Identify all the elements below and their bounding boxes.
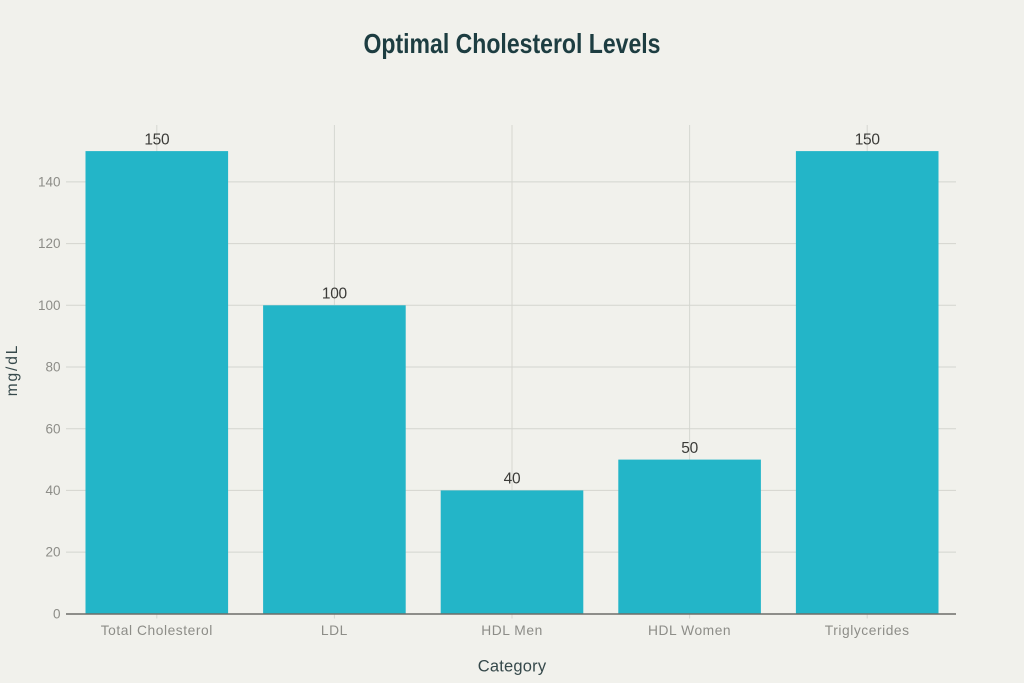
svg-text:20: 20 [45,545,60,560]
svg-text:40: 40 [504,471,521,488]
svg-text:60: 60 [45,421,60,436]
svg-text:140: 140 [38,175,61,190]
svg-text:HDL Men: HDL Men [481,623,543,638]
svg-text:50: 50 [681,440,698,457]
svg-text:150: 150 [144,131,170,148]
svg-text:HDL Women: HDL Women [648,623,731,638]
svg-text:LDL: LDL [321,623,348,638]
svg-text:80: 80 [45,360,60,375]
svg-text:120: 120 [38,236,61,251]
svg-text:Optimal Cholesterol Levels: Optimal Cholesterol Levels [364,28,661,59]
svg-text:Total Cholesterol: Total Cholesterol [101,623,213,638]
svg-text:Category: Category [478,658,547,676]
svg-text:Triglycerides: Triglycerides [825,623,910,638]
svg-text:100: 100 [38,298,61,313]
svg-text:100: 100 [322,286,348,303]
svg-text:0: 0 [53,607,61,622]
svg-text:mg/dL: mg/dL [4,344,21,397]
svg-text:40: 40 [45,483,60,498]
svg-text:150: 150 [855,131,881,148]
